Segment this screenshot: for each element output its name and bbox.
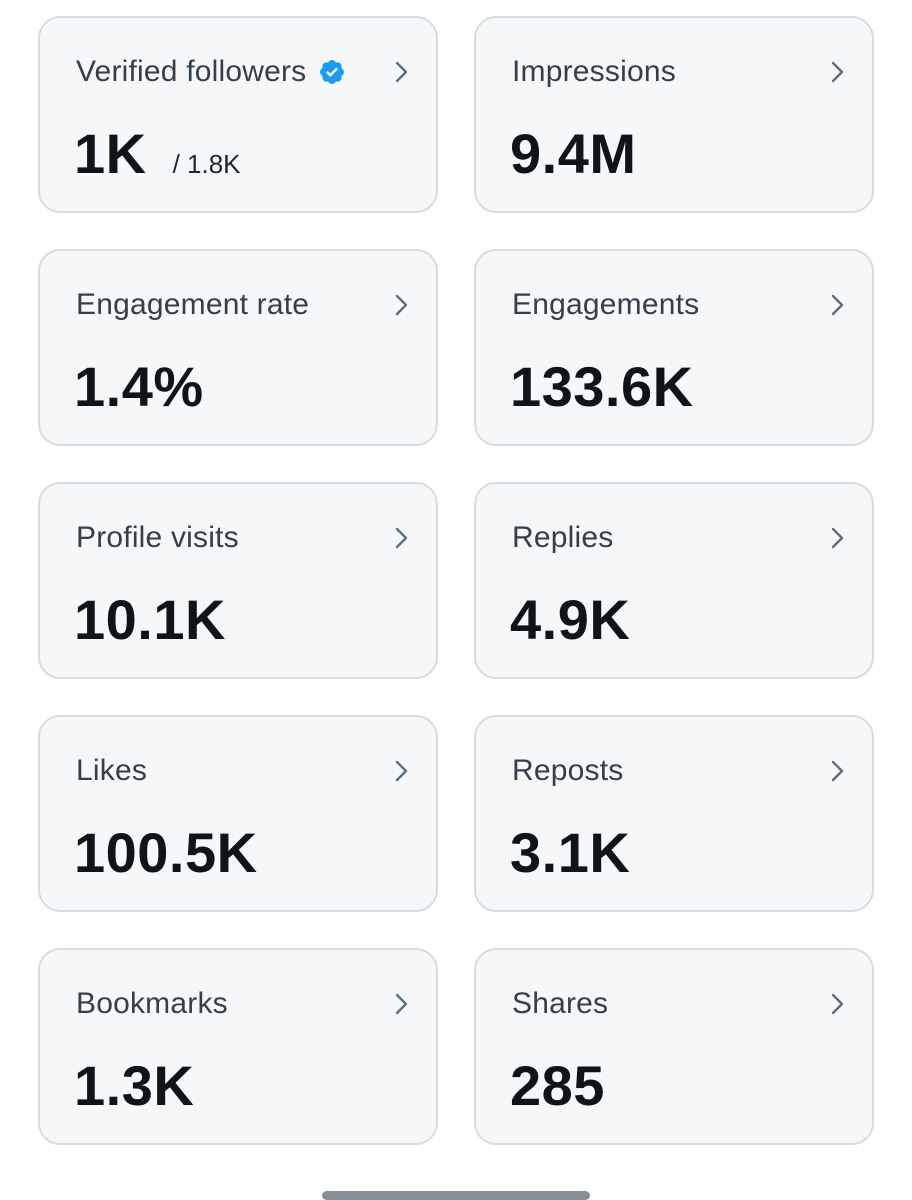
chevron-right-icon	[392, 990, 412, 1018]
card-value: 10.1K	[74, 588, 226, 651]
card-value: 100.5K	[74, 821, 258, 884]
verified-badge-icon	[318, 58, 346, 86]
card-bookmarks[interactable]: Bookmarks 1.3K	[38, 948, 438, 1145]
card-label: Bookmarks	[76, 987, 228, 1020]
card-profile-visits[interactable]: Profile visits 10.1K	[38, 482, 438, 679]
card-replies[interactable]: Replies 4.9K	[474, 482, 874, 679]
card-value-row: 133.6K	[510, 359, 694, 415]
card-label-row: Engagement rate	[76, 287, 309, 323]
card-value-row: 1.4%	[74, 359, 204, 415]
chevron-right-icon	[392, 58, 412, 86]
card-label-row: Verified followers	[76, 54, 346, 90]
card-verified-followers[interactable]: Verified followers 1K / 1.8K	[38, 16, 438, 213]
card-value: 9.4M	[510, 122, 637, 185]
card-value: 1K	[74, 122, 147, 185]
card-label: Shares	[512, 987, 609, 1020]
card-label: Reposts	[512, 754, 624, 787]
metrics-grid: Verified followers 1K / 1.8K Impressions	[38, 16, 874, 1145]
card-engagement-rate[interactable]: Engagement rate 1.4%	[38, 249, 438, 446]
card-value-row: 1.3K	[74, 1058, 194, 1114]
card-label-row: Shares	[512, 986, 608, 1022]
card-value: 3.1K	[510, 821, 631, 884]
home-indicator[interactable]	[322, 1191, 590, 1200]
card-label-row: Reposts	[512, 753, 623, 789]
card-value: 4.9K	[510, 588, 631, 651]
card-value: 1.4%	[74, 355, 204, 418]
card-value-row: 9.4M	[510, 126, 637, 182]
card-value-row: 4.9K	[510, 592, 630, 648]
card-label: Replies	[512, 521, 614, 554]
card-engagements[interactable]: Engagements 133.6K	[474, 249, 874, 446]
card-total: / 1.8K	[172, 149, 241, 179]
card-reposts[interactable]: Reposts 3.1K	[474, 715, 874, 912]
card-value-row: 285	[510, 1058, 605, 1114]
card-label: Engagement rate	[76, 288, 310, 321]
card-label-row: Bookmarks	[76, 986, 228, 1022]
chevron-right-icon	[392, 291, 412, 319]
card-value-row: 1K / 1.8K	[74, 126, 241, 182]
chevron-right-icon	[392, 524, 412, 552]
chevron-right-icon	[828, 990, 848, 1018]
card-likes[interactable]: Likes 100.5K	[38, 715, 438, 912]
card-label-row: Impressions	[512, 54, 676, 90]
card-value-row: 100.5K	[74, 825, 258, 881]
card-label-row: Engagements	[512, 287, 699, 323]
card-label: Likes	[76, 754, 148, 787]
card-label-row: Profile visits	[76, 520, 239, 556]
card-label: Verified followers	[76, 55, 307, 88]
card-value: 1.3K	[74, 1054, 195, 1117]
card-label-row: Likes	[76, 753, 147, 789]
card-value-row: 3.1K	[510, 825, 630, 881]
card-label: Impressions	[512, 55, 676, 88]
card-shares[interactable]: Shares 285	[474, 948, 874, 1145]
card-value: 285	[510, 1054, 605, 1117]
chevron-right-icon	[392, 757, 412, 785]
card-label: Profile visits	[76, 521, 239, 554]
chevron-right-icon	[828, 291, 848, 319]
card-value-row: 10.1K	[74, 592, 226, 648]
card-label-row: Replies	[512, 520, 613, 556]
card-value: 133.6K	[510, 355, 694, 418]
card-label: Engagements	[512, 288, 700, 321]
chevron-right-icon	[828, 524, 848, 552]
chevron-right-icon	[828, 58, 848, 86]
chevron-right-icon	[828, 757, 848, 785]
card-impressions[interactable]: Impressions 9.4M	[474, 16, 874, 213]
